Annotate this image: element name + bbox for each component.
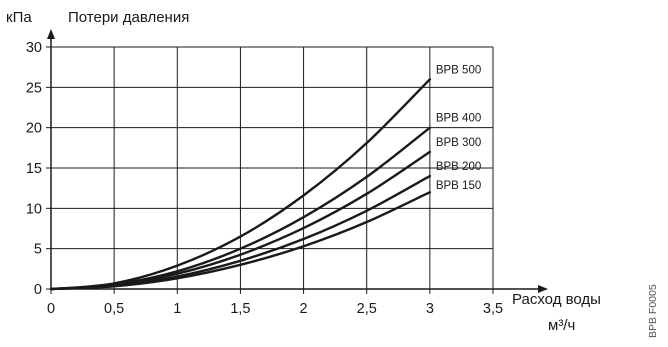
y-tick-label: 20: [26, 121, 42, 137]
y-tick-label: 25: [26, 80, 42, 96]
x-tick-label: 2: [300, 301, 308, 317]
series-label: BPB 500: [436, 64, 481, 76]
x-tick-label: 0: [47, 301, 55, 317]
x-tick-label: 1: [173, 301, 181, 317]
y-tick-label: 0: [34, 282, 42, 298]
x-tick-label: 3: [426, 301, 434, 317]
x-tick-label: 0,5: [104, 301, 124, 317]
axes: [47, 29, 548, 293]
y-axis-unit: кПа: [6, 9, 32, 26]
x-axis-title: Расход воды: [512, 291, 601, 308]
y-tick-label: 5: [34, 242, 42, 258]
series-labels: BPB 500 BPB 400 BPB 300 BPB 200 BPB 150: [436, 64, 481, 192]
y-tick-label: 30: [26, 40, 42, 56]
y-tick-label: 15: [26, 161, 42, 177]
x-axis-arrow: [538, 285, 548, 293]
y-axis-title: Потери давления: [68, 9, 189, 26]
x-tick-label: 2,5: [357, 301, 377, 317]
series-label: BPB 400: [436, 113, 481, 125]
series-label: BPB 150: [436, 180, 481, 192]
grid: [51, 46, 494, 289]
series-line: [49, 78, 432, 291]
tick-labels: 0 5 10 15 20 25 30 0 0,5 1 1,5 2 2,5 3 3,5: [26, 40, 503, 317]
x-tick-label: 3,5: [483, 301, 503, 317]
y-tick-label: 10: [26, 201, 42, 217]
series-line: [49, 191, 432, 291]
figure-code: BPB F0005: [647, 284, 659, 338]
x-tick-label: 1,5: [230, 301, 250, 317]
series-label: BPB 300: [436, 137, 481, 149]
y-axis-arrow: [47, 29, 55, 39]
series-label: BPB 200: [436, 161, 481, 173]
series-lines: [49, 78, 432, 291]
x-axis-unit: м³/ч: [548, 317, 575, 334]
